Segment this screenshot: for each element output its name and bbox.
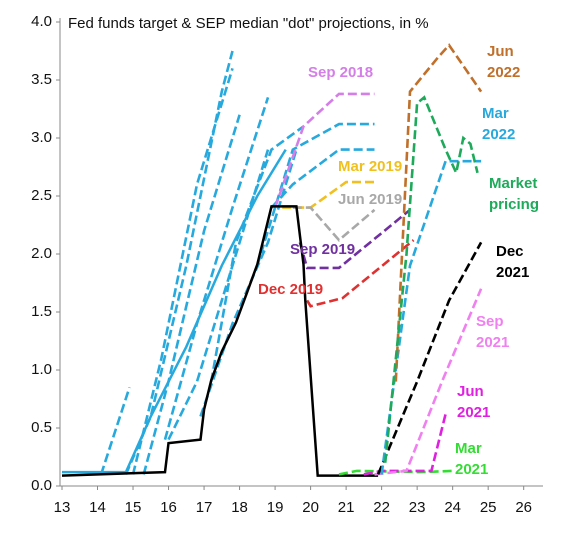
chart-title: Fed funds target & SEP median "dot" proj… [68,15,429,32]
y-tick-label: 1.5 [31,303,52,320]
x-tick-label: 15 [125,499,142,516]
series-label: Dec 2021 [496,243,530,281]
x-tick-label: 20 [302,499,319,516]
series-label: Sep 2019 [290,241,356,258]
series-line [142,114,241,475]
series-label: Jun 2021 [457,383,491,421]
y-tick-label: 0.0 [31,477,52,494]
series-line [99,386,131,475]
x-tick-label: 19 [267,499,284,516]
x-tick-label: 25 [480,499,497,516]
series-line [383,95,479,463]
series-line [209,125,305,382]
series-label: Jun 2022 [487,43,521,81]
series-label: Mar 2022 [482,105,516,143]
series-label: Jun 2019 [338,191,403,208]
series-line [167,149,270,441]
series-line [62,148,287,474]
y-tick-label: 2.0 [31,245,52,262]
y-tick-label: 1.0 [31,361,52,378]
series-label: Mar 2019 [338,158,403,175]
series-line [374,288,483,476]
series-label: Dec 2019 [258,281,324,298]
series-label: Sep 2021 [476,313,510,351]
series-line [338,469,453,476]
y-tick-label: 3.0 [31,129,52,146]
x-tick-label: 26 [515,499,532,516]
series-line [394,43,483,382]
x-tick-label: 24 [444,499,461,516]
x-tick-label: 18 [231,499,248,516]
series-line [270,148,375,209]
series-line [163,97,270,440]
series-line [376,241,483,475]
y-tick-label: 4.0 [31,13,52,30]
series-label: Sep 2018 [308,64,374,81]
y-tick-label: 3.5 [31,71,52,88]
series-line [61,205,379,477]
series-line [292,206,376,242]
series-label: Mar 2021 [455,440,489,478]
y-tick-label: 0.5 [31,419,52,436]
y-tick-label: 2.5 [31,187,52,204]
series-label: Market pricing [489,175,540,213]
x-tick-label: 22 [373,499,390,516]
series-line [305,239,415,308]
series-line [273,92,375,209]
x-tick-label: 17 [196,499,213,516]
series-line [363,413,447,476]
x-tick-label: 14 [89,499,106,516]
x-tick-label: 16 [160,499,177,516]
x-tick-label: 23 [409,499,426,516]
x-tick-label: 21 [338,499,355,516]
x-tick-label: 13 [54,499,71,516]
series-line [131,68,234,475]
